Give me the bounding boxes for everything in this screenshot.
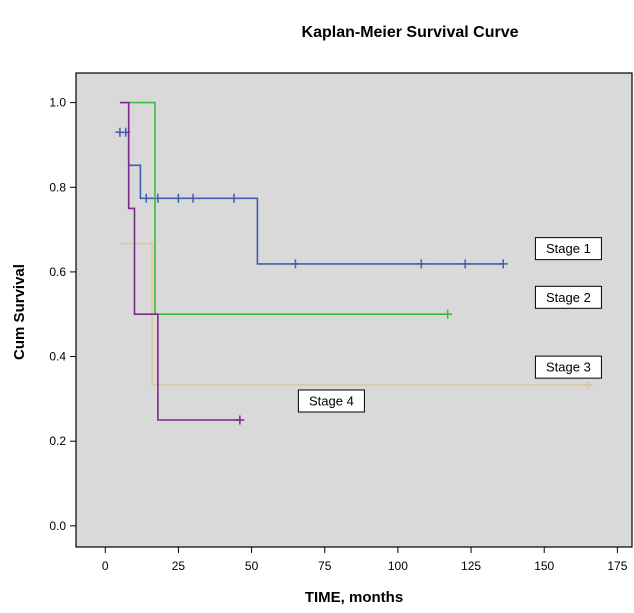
x-tick-label: 0 [102, 559, 109, 573]
series-line-stage-2 [128, 101, 448, 316]
x-tick-label: 125 [461, 559, 481, 573]
series-stage-2 [128, 101, 453, 319]
censor-mark [583, 380, 593, 390]
plot-area [75, 72, 633, 548]
censor-mark [290, 259, 300, 269]
annotation-label: Stage 3 [546, 360, 591, 375]
x-axis: 0 25 50 75 100 125 150 175 [102, 547, 628, 573]
censor-mark [460, 259, 470, 269]
y-tick-label: 0.2 [49, 434, 66, 448]
censor-mark [443, 309, 453, 319]
y-tick-label: 1.0 [49, 96, 66, 110]
x-tick-label: 175 [607, 559, 627, 573]
y-tick-label: 0.0 [49, 519, 66, 533]
y-tick-label: 0.6 [49, 265, 66, 279]
x-tick-label: 25 [172, 559, 186, 573]
x-tick-label: 75 [318, 559, 332, 573]
annotation-stage-4: Stage 4 [297, 389, 365, 413]
series-group [115, 101, 593, 425]
censor-mark [141, 193, 151, 203]
x-tick-label: 50 [245, 559, 259, 573]
series-line-stage-4 [119, 101, 240, 421]
censor-mark [188, 193, 198, 203]
chart-title: Kaplan-Meier Survival Curve [302, 24, 519, 41]
series-stage-4 [119, 101, 245, 425]
annotation-label: Stage 4 [309, 393, 354, 408]
censor-mark [229, 193, 239, 203]
annotations-group: Stage 1 Stage 2 Stage 3 Stage 4 [297, 237, 602, 413]
y-axis-label: Cum Survival [11, 264, 28, 360]
annotation-label: Stage 1 [546, 241, 591, 256]
x-tick-label: 100 [388, 559, 408, 573]
censor-mark [416, 259, 426, 269]
y-tick-label: 0.8 [49, 180, 66, 194]
censor-mark [173, 193, 183, 203]
x-tick-label: 150 [534, 559, 554, 573]
annotation-label: Stage 2 [546, 290, 591, 305]
censor-mark [235, 415, 245, 425]
annotation-stage-2: Stage 2 [534, 285, 602, 309]
x-axis-label: TIME, months [305, 589, 403, 606]
y-axis: 0.0 0.2 0.4 0.6 0.8 1.0 [49, 96, 76, 533]
y-tick-label: 0.4 [49, 350, 66, 364]
censor-mark [498, 259, 508, 269]
annotation-stage-1: Stage 1 [534, 237, 602, 261]
annotation-stage-3: Stage 3 [534, 355, 602, 379]
